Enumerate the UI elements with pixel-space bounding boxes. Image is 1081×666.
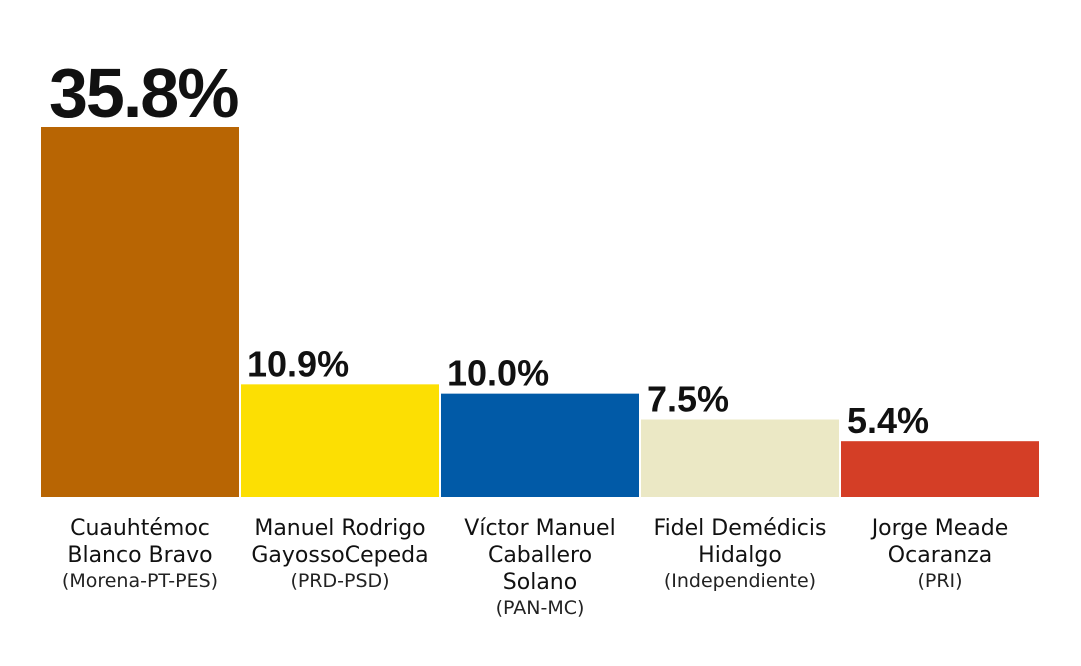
bar-value-label: 5.4% — [847, 400, 929, 441]
bar-value-label: 35.8% — [49, 54, 238, 132]
bar-1 — [41, 127, 239, 497]
category-name-line: Hidalgo — [698, 543, 782, 568]
bar-value-label: 10.9% — [247, 343, 349, 384]
bar-4 — [641, 419, 839, 497]
category-name-line: GayossoCepeda — [251, 543, 428, 568]
bar-2 — [241, 384, 439, 497]
category-name-line: Solano — [503, 570, 577, 595]
category-name-line: Ocaranza — [888, 543, 992, 568]
category-name-line: Jorge Meade — [870, 516, 1009, 541]
category-party-label: (Morena-PT-PES) — [62, 570, 218, 592]
bar-value-label: 7.5% — [647, 378, 729, 419]
bar-5 — [841, 441, 1039, 497]
bars-group — [41, 127, 1039, 497]
category-name-line: Víctor Manuel — [464, 516, 615, 541]
category-party-label: (PRD-PSD) — [290, 570, 389, 592]
category-party-label: (Independiente) — [664, 570, 816, 592]
bar-value-label: 10.0% — [447, 353, 549, 394]
category-party-label: (PAN-MC) — [496, 597, 585, 619]
category-name-line: Cuauhtémoc — [70, 516, 210, 541]
value-labels-group: 35.8% 10.9% 10.0% 7.5% 5.4% — [49, 54, 929, 441]
category-party-label: (PRI) — [917, 570, 962, 592]
category-name-line: Blanco Bravo — [67, 543, 212, 568]
category-name-line: Caballero — [488, 543, 592, 568]
category-name-line: Fidel Demédicis — [654, 516, 827, 541]
bar-3 — [441, 393, 639, 497]
category-name-line: Manuel Rodrigo — [254, 516, 425, 541]
